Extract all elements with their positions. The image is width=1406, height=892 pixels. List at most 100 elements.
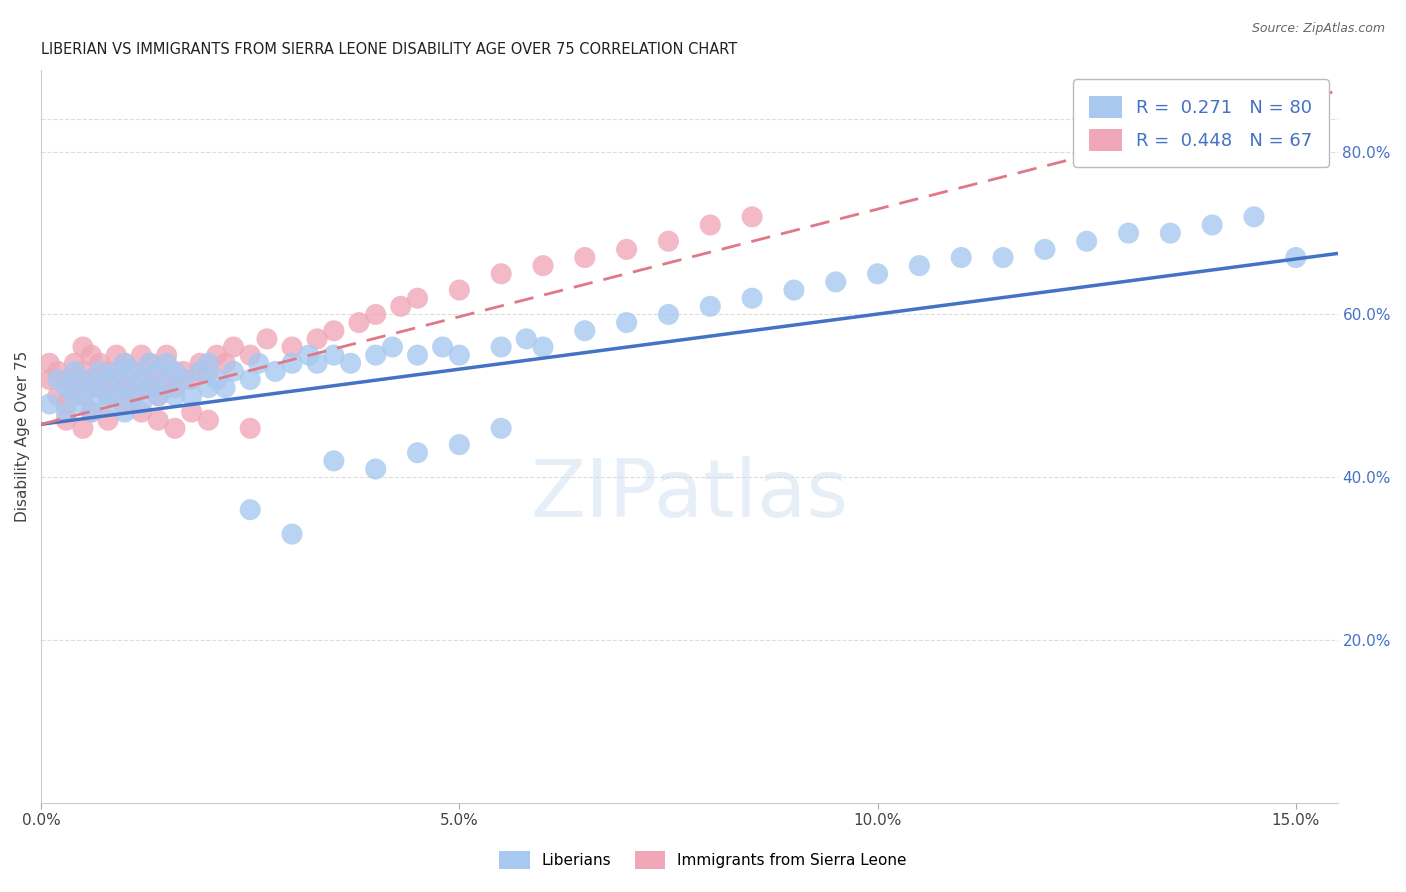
Point bbox=[281, 527, 304, 541]
Point bbox=[239, 421, 262, 435]
Point bbox=[489, 267, 512, 281]
Point bbox=[214, 381, 236, 395]
Point bbox=[114, 381, 136, 395]
Point bbox=[616, 243, 638, 257]
Point bbox=[46, 372, 69, 386]
Point bbox=[432, 340, 454, 354]
Point bbox=[364, 308, 387, 322]
Point bbox=[63, 364, 86, 378]
Point bbox=[114, 397, 136, 411]
Point bbox=[531, 259, 554, 273]
Point bbox=[172, 364, 194, 378]
Point bbox=[322, 348, 344, 362]
Point bbox=[131, 348, 153, 362]
Point bbox=[55, 413, 77, 427]
Point bbox=[97, 397, 120, 411]
Point bbox=[139, 381, 162, 395]
Point bbox=[114, 405, 136, 419]
Point bbox=[364, 348, 387, 362]
Point bbox=[72, 364, 94, 378]
Point bbox=[63, 389, 86, 403]
Point bbox=[89, 356, 111, 370]
Point bbox=[616, 316, 638, 330]
Point bbox=[46, 389, 69, 403]
Point bbox=[222, 364, 245, 378]
Point bbox=[281, 356, 304, 370]
Point bbox=[148, 364, 170, 378]
Point bbox=[63, 381, 86, 395]
Point bbox=[264, 364, 287, 378]
Point bbox=[97, 389, 120, 403]
Legend: R =  0.271   N = 80, R =  0.448   N = 67: R = 0.271 N = 80, R = 0.448 N = 67 bbox=[1073, 79, 1329, 167]
Point bbox=[247, 356, 270, 370]
Point bbox=[574, 324, 596, 338]
Point bbox=[89, 381, 111, 395]
Point bbox=[256, 332, 278, 346]
Point bbox=[991, 251, 1014, 265]
Text: LIBERIAN VS IMMIGRANTS FROM SIERRA LEONE DISABILITY AGE OVER 75 CORRELATION CHAR: LIBERIAN VS IMMIGRANTS FROM SIERRA LEONE… bbox=[41, 42, 737, 57]
Point bbox=[114, 356, 136, 370]
Point bbox=[531, 340, 554, 354]
Point bbox=[950, 251, 973, 265]
Point bbox=[63, 356, 86, 370]
Point bbox=[55, 405, 77, 419]
Point bbox=[80, 348, 103, 362]
Point bbox=[1159, 226, 1181, 240]
Point bbox=[122, 389, 145, 403]
Point bbox=[1243, 210, 1265, 224]
Point bbox=[80, 381, 103, 395]
Point bbox=[364, 462, 387, 476]
Point bbox=[1118, 226, 1140, 240]
Point bbox=[46, 364, 69, 378]
Text: ZIPatlas: ZIPatlas bbox=[530, 456, 848, 534]
Point bbox=[298, 348, 321, 362]
Point bbox=[38, 372, 60, 386]
Point bbox=[139, 381, 162, 395]
Point bbox=[824, 275, 846, 289]
Point bbox=[406, 348, 429, 362]
Point bbox=[197, 381, 219, 395]
Point bbox=[908, 259, 931, 273]
Point bbox=[155, 381, 177, 395]
Point bbox=[406, 291, 429, 305]
Point bbox=[172, 372, 194, 386]
Point bbox=[114, 356, 136, 370]
Point bbox=[105, 372, 128, 386]
Point bbox=[80, 405, 103, 419]
Point bbox=[188, 356, 211, 370]
Point bbox=[515, 332, 537, 346]
Point bbox=[89, 389, 111, 403]
Point bbox=[1285, 251, 1308, 265]
Point bbox=[80, 372, 103, 386]
Point bbox=[197, 364, 219, 378]
Point bbox=[105, 364, 128, 378]
Point bbox=[55, 397, 77, 411]
Point bbox=[97, 372, 120, 386]
Point bbox=[163, 421, 186, 435]
Point bbox=[406, 446, 429, 460]
Point bbox=[307, 332, 329, 346]
Point bbox=[180, 372, 202, 386]
Point bbox=[38, 356, 60, 370]
Point bbox=[449, 283, 471, 297]
Point bbox=[1201, 218, 1223, 232]
Point bbox=[72, 397, 94, 411]
Point bbox=[148, 389, 170, 403]
Point bbox=[148, 413, 170, 427]
Point bbox=[131, 372, 153, 386]
Point bbox=[105, 348, 128, 362]
Point bbox=[163, 364, 186, 378]
Point bbox=[214, 356, 236, 370]
Point bbox=[105, 389, 128, 403]
Point bbox=[155, 348, 177, 362]
Legend: Liberians, Immigrants from Sierra Leone: Liberians, Immigrants from Sierra Leone bbox=[494, 845, 912, 875]
Point bbox=[148, 389, 170, 403]
Point bbox=[114, 381, 136, 395]
Point bbox=[347, 316, 370, 330]
Point bbox=[80, 405, 103, 419]
Point bbox=[139, 356, 162, 370]
Point bbox=[131, 372, 153, 386]
Point bbox=[139, 356, 162, 370]
Point bbox=[38, 397, 60, 411]
Point bbox=[155, 372, 177, 386]
